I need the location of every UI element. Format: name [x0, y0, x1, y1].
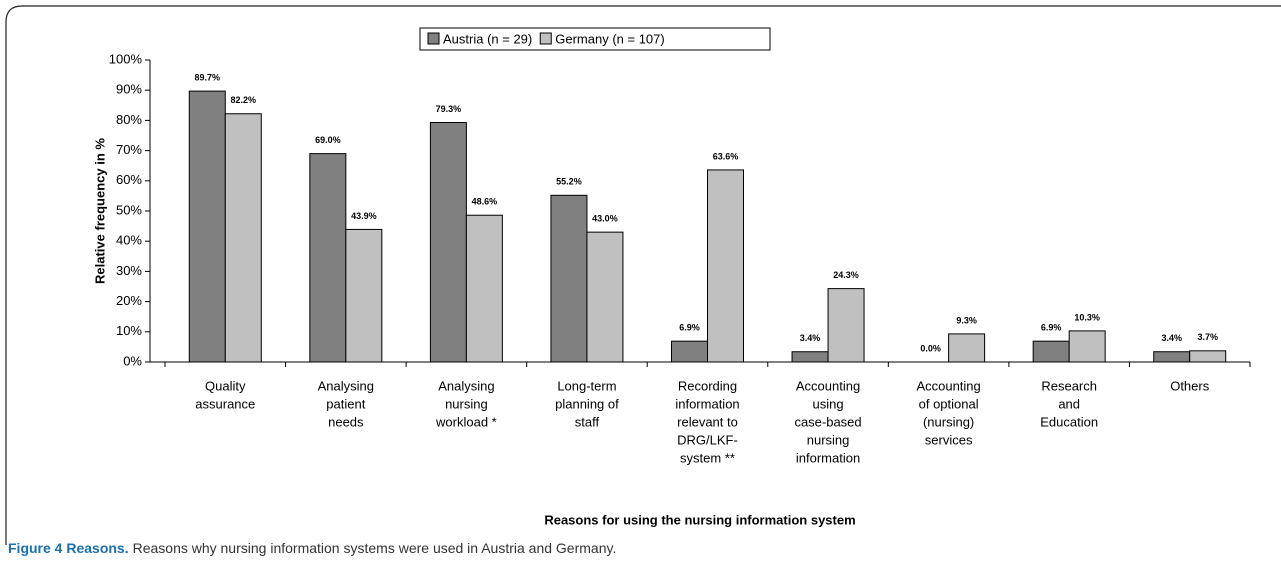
x-tick-label: of optional [919, 396, 979, 411]
x-tick-label: nursing [445, 396, 488, 411]
bar [707, 169, 744, 363]
value-label: 3.4% [1161, 333, 1182, 343]
x-tick-label: and [1058, 396, 1080, 411]
x-tick-label: services [925, 432, 973, 447]
x-tick-label: Analysing [438, 378, 494, 393]
legend-label: Germany (n = 107) [555, 31, 664, 46]
bar [345, 228, 383, 363]
bar [791, 351, 829, 363]
bar [465, 214, 503, 363]
value-label: 43.9% [351, 211, 377, 221]
x-tick-label: Others [1170, 378, 1210, 393]
x-tick-label: Accounting [796, 378, 860, 393]
caption: Figure 4 Reasons. Reasons why nursing inf… [8, 540, 616, 556]
value-label: 9.3% [956, 315, 977, 325]
bar [224, 113, 262, 363]
x-tick-label: (nursing) [923, 414, 974, 429]
value-label: 6.9% [1041, 323, 1062, 333]
y-tick-label: 20% [116, 293, 142, 308]
bar [1153, 351, 1191, 363]
frame [5, 5, 1281, 545]
caption-text: Reasons why nursing information systems … [133, 540, 617, 556]
legend-label: Austria (n = 29) [443, 31, 532, 46]
y-tick-label: 10% [116, 323, 142, 338]
y-tick-label: 80% [116, 112, 142, 127]
y-tick-label: 40% [116, 233, 142, 248]
x-tick-label: Analysing [318, 378, 374, 393]
bar [827, 288, 865, 363]
y-tick-label: 60% [116, 172, 142, 187]
x-tick-label: workload * [435, 414, 497, 429]
value-label: 79.3% [436, 104, 462, 114]
x-tick-label: relevant to [677, 414, 738, 429]
y-tick-label: 70% [116, 142, 142, 157]
bar [309, 153, 347, 363]
y-tick-label: 100% [109, 51, 143, 66]
bar [1189, 350, 1227, 363]
bar [948, 333, 986, 363]
value-label: 89.7% [195, 72, 221, 82]
x-axis-title: Reasons for using the nursing informatio… [544, 512, 855, 527]
value-label: 82.2% [231, 95, 257, 105]
x-tick-label: planning of [555, 396, 619, 411]
legend: Austria (n = 29) Germany (n = 107) [419, 27, 771, 51]
x-tick-label: DRG/LKF- [677, 432, 738, 447]
legend-box [419, 27, 771, 51]
legend-swatch [539, 32, 552, 45]
x-tick-label: using [813, 396, 844, 411]
bar [1032, 340, 1070, 363]
bar [586, 231, 624, 363]
y-tick-label: 30% [116, 263, 142, 278]
y-axis-title: Relative frequency in % [92, 138, 107, 284]
value-label: 43.0% [592, 214, 618, 224]
x-tick-label: needs [328, 414, 364, 429]
x-tick-label: information [796, 450, 860, 465]
x-tick-label: case-based [794, 414, 861, 429]
x-tick-label: Recording [678, 378, 737, 393]
y-tick-label: 90% [116, 82, 142, 97]
value-label: 0.0% [920, 343, 941, 353]
x-tick-label: Education [1040, 414, 1098, 429]
value-label: 3.7% [1197, 332, 1218, 342]
value-label: 55.2% [556, 177, 582, 187]
x-tick-label: assurance [195, 396, 255, 411]
value-label: 6.9% [679, 323, 700, 333]
x-tick-label: Accounting [916, 378, 980, 393]
value-label: 3.4% [800, 333, 821, 343]
y-tick-label: 50% [116, 202, 142, 217]
caption-label: Figure 4 Reasons. [8, 540, 129, 556]
value-label: 24.3% [833, 270, 859, 280]
bar [1068, 330, 1106, 363]
value-label: 63.6% [713, 151, 739, 161]
x-tick-label: information [675, 396, 739, 411]
x-tick-label: Research [1041, 378, 1097, 393]
legend-swatch [427, 32, 440, 45]
bar [671, 340, 708, 363]
bar [550, 194, 588, 363]
bar [188, 90, 226, 363]
y-tick-label: 0% [123, 353, 142, 368]
x-tick-label: nursing [807, 432, 850, 447]
x-tick-label: Long-term [557, 378, 616, 393]
bar [429, 122, 467, 363]
value-label: 48.6% [472, 197, 498, 207]
x-tick-label: Quality [205, 378, 246, 393]
value-label: 10.3% [1074, 312, 1100, 322]
x-tick-label: system ** [680, 450, 735, 465]
x-tick-label: staff [575, 414, 600, 429]
value-label: 69.0% [315, 135, 341, 145]
x-tick-label: patient [326, 396, 365, 411]
